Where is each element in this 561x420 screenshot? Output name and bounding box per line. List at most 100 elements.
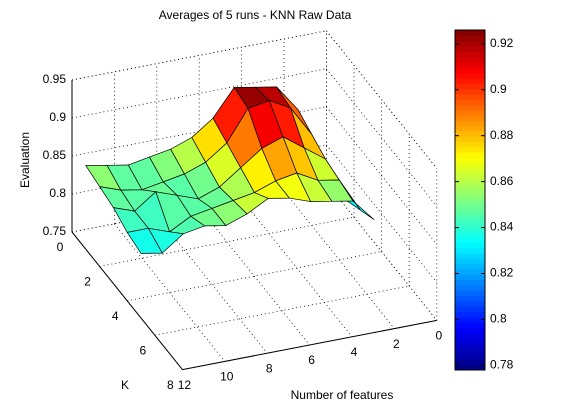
colorbar-tick-label: 0.9	[490, 82, 507, 96]
colorbar-swatch	[455, 359, 485, 366]
colorbar-swatch	[455, 194, 485, 201]
colorbar-swatch	[455, 205, 485, 212]
colorbar-tick-label: 0.88	[490, 128, 514, 142]
colorbar-swatch	[455, 104, 485, 111]
colorbar-swatch	[455, 189, 485, 196]
grid-line	[198, 207, 310, 346]
x-axis	[182, 319, 437, 371]
colorbar-swatch	[455, 56, 485, 63]
colorbar-swatch	[455, 178, 485, 185]
colorbar-swatch	[455, 295, 485, 302]
x-tick-label: 6	[308, 353, 315, 367]
colorbar-tick-label: 0.78	[490, 358, 514, 372]
colorbar-swatch	[455, 253, 485, 259]
colorbar-swatch	[455, 125, 485, 132]
z-tick-label: 0.75	[43, 224, 67, 238]
z-tick-label: 0.8	[49, 186, 66, 200]
y-tick-label: 2	[84, 275, 91, 289]
colorbar-swatch	[455, 83, 485, 89]
colorbar-swatch	[455, 242, 485, 249]
colorbar-swatch	[455, 300, 485, 307]
colorbar-swatch	[455, 290, 485, 297]
colorbar-swatch	[455, 258, 485, 265]
colorbar-swatch	[455, 184, 485, 190]
colorbar-swatch	[455, 99, 485, 105]
colorbar-swatch	[455, 40, 485, 47]
y-tick-label: 4	[112, 309, 119, 323]
colorbar-swatch	[455, 130, 485, 137]
colorbar-swatch	[455, 237, 485, 243]
colorbar-swatch	[455, 51, 485, 58]
x-axis-label: Number of features	[291, 388, 394, 402]
colorbar-swatch	[455, 120, 485, 127]
x-tick-label: 10	[220, 370, 234, 384]
colorbar-swatch	[455, 93, 485, 100]
colorbar-swatch	[455, 152, 485, 158]
y-tick-label: 0	[57, 240, 64, 254]
x-tick-label: 4	[351, 345, 358, 359]
box-edge	[326, 30, 438, 169]
colorbar-swatch	[455, 332, 485, 339]
colorbar-frame	[454, 29, 486, 371]
colorbar-swatch	[455, 279, 485, 286]
colorbar-swatch	[455, 136, 485, 143]
y-tick-label: 8	[167, 378, 174, 392]
colorbar-swatch	[455, 115, 485, 121]
colorbar-swatch	[455, 364, 485, 371]
colorbar-swatch	[455, 30, 485, 36]
colorbar-swatch	[455, 354, 485, 360]
colorbar-tick-label: 0.84	[490, 220, 514, 234]
colorbar-swatch	[455, 88, 485, 95]
colorbar-swatch	[455, 348, 485, 355]
colorbar-tick-label: 0.82	[490, 266, 514, 280]
colorbar-swatch	[455, 200, 485, 206]
y-axis-label: K	[121, 378, 129, 392]
grid-line	[283, 190, 395, 329]
grid-line	[114, 223, 226, 362]
colorbar-swatch	[455, 141, 485, 148]
colorbar-swatch	[455, 162, 485, 169]
x-tick-label: 8	[266, 361, 273, 375]
colorbar-swatch	[455, 168, 485, 174]
colorbar-swatch	[455, 274, 485, 281]
y-axis	[71, 231, 183, 370]
surface-cell	[126, 227, 163, 254]
colorbar-swatch	[455, 285, 485, 291]
colorbar-swatch	[455, 322, 485, 328]
colorbar-swatch	[455, 306, 485, 313]
chart-title: Averages of 5 runs - KNN Raw Data	[159, 8, 352, 22]
y-tick-label: 6	[139, 343, 146, 357]
colorbar-swatch	[455, 269, 485, 275]
colorbar-swatch	[455, 343, 485, 350]
colorbar-swatch	[455, 247, 485, 254]
grid-line	[326, 68, 438, 207]
colorbar-swatch	[455, 109, 485, 116]
x-tick-label: 12	[178, 378, 192, 392]
colorbar-swatch	[455, 221, 485, 228]
colorbar-swatch	[455, 338, 485, 344]
colorbar-tick-label: 0.92	[490, 36, 514, 50]
z-tick-label: 0.85	[43, 148, 67, 162]
colorbar-swatch	[455, 35, 485, 42]
colorbar-swatch	[455, 173, 485, 180]
colorbar-swatch	[455, 72, 485, 79]
colorbar-swatch	[455, 327, 485, 334]
colorbar-swatch	[455, 226, 485, 233]
z-axis-label: Evaluation	[18, 132, 32, 188]
colorbar-tick-label: 0.86	[490, 174, 514, 188]
colorbar-swatch	[455, 316, 485, 323]
colorbar-swatch	[455, 61, 485, 68]
colorbar-swatch	[455, 231, 485, 238]
z-tick-label: 0.9	[49, 110, 66, 124]
x-tick-label: 2	[393, 337, 400, 351]
grid-line	[156, 215, 268, 354]
colorbar-swatch	[455, 45, 485, 52]
z-tick-label: 0.95	[43, 72, 67, 86]
grid-line	[326, 144, 438, 283]
colorbar-swatch	[455, 215, 485, 222]
colorbar-swatch	[455, 157, 485, 164]
colorbar-swatch	[455, 146, 485, 153]
colorbar-swatch	[455, 311, 485, 318]
x-tick-label: 0	[435, 329, 442, 343]
